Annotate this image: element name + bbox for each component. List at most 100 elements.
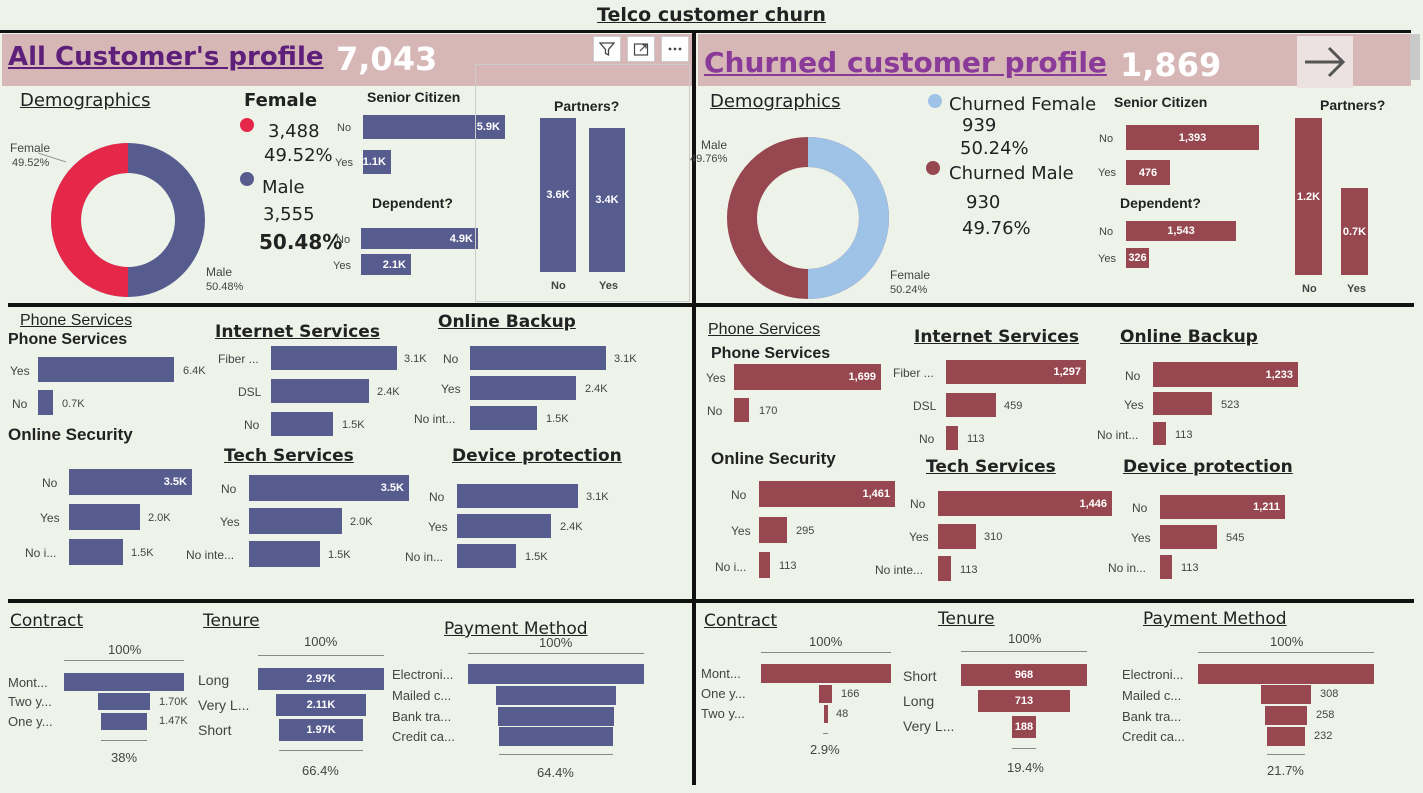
bar[interactable] — [734, 398, 749, 422]
bar[interactable]: 3.5K — [249, 475, 409, 501]
bar[interactable]: 3.5K — [69, 469, 192, 495]
bar[interactable] — [1153, 392, 1212, 415]
bar[interactable]: 4.9K — [361, 228, 478, 249]
bar[interactable]: 3.4K — [589, 128, 625, 272]
bar[interactable] — [271, 379, 369, 403]
bar[interactable]: 0.7K — [1341, 188, 1368, 275]
bar[interactable]: 1,699 — [734, 364, 881, 390]
funnel-bar[interactable] — [496, 686, 616, 705]
bar[interactable] — [1160, 525, 1217, 549]
funnel-bar[interactable]: 713 — [978, 690, 1070, 712]
bar[interactable]: 5.9K — [363, 115, 505, 139]
bar[interactable] — [938, 524, 976, 549]
bar[interactable]: 476 — [1126, 160, 1170, 185]
bar-label: No — [910, 497, 926, 511]
bar-label: Yes — [40, 511, 60, 525]
funnel-bar[interactable] — [499, 727, 613, 746]
funnel-bar[interactable] — [1267, 727, 1305, 746]
churned-male-count: 930 — [966, 192, 1001, 213]
left-banner-title[interactable]: All Customer's profile — [8, 42, 324, 72]
donut-male-pct: 49.76% — [690, 153, 728, 165]
funnel-bar[interactable]: 2.11K — [276, 694, 366, 716]
payment-top-pct: 100% — [1270, 634, 1304, 649]
funnel-bar[interactable] — [819, 685, 832, 703]
funnel-label: Mont... — [8, 675, 48, 690]
bar[interactable]: 1,461 — [759, 481, 895, 507]
funnel-bar[interactable] — [1198, 664, 1374, 684]
bar-label: Yes — [335, 157, 353, 169]
funnel-guide — [761, 652, 891, 653]
funnel-bar[interactable]: 968 — [961, 664, 1087, 686]
funnel-bar[interactable] — [64, 673, 184, 691]
donut-female-slice — [807, 137, 889, 299]
funnel-bar[interactable] — [824, 705, 828, 723]
bar[interactable] — [457, 514, 551, 538]
bar[interactable] — [38, 357, 174, 382]
funnel-bar[interactable] — [468, 664, 644, 684]
scrollbar[interactable] — [1410, 34, 1420, 80]
filter-icon[interactable] — [593, 36, 621, 62]
bar[interactable]: 2.1K — [361, 254, 411, 275]
bar-label: Yes — [441, 382, 461, 396]
bar[interactable]: 1,211 — [1160, 495, 1285, 519]
donut-male-label: Male — [701, 138, 728, 152]
funnel-label: One y... — [8, 714, 53, 729]
funnel-bar[interactable] — [1261, 685, 1311, 704]
funnel-bar[interactable] — [101, 713, 147, 730]
bar[interactable]: 1.2K — [1295, 118, 1322, 275]
funnel-bar[interactable] — [761, 664, 891, 683]
bar[interactable]: 3.6K — [540, 118, 576, 272]
bar[interactable] — [69, 504, 140, 530]
bar[interactable]: 1,543 — [1126, 221, 1236, 241]
bar[interactable] — [249, 508, 342, 534]
bar[interactable] — [938, 556, 951, 581]
divider — [8, 599, 1414, 603]
funnel-bar[interactable] — [98, 693, 150, 710]
bar[interactable] — [249, 541, 320, 567]
bar[interactable] — [946, 393, 996, 417]
bar[interactable] — [470, 406, 537, 430]
donut-female-pct: 50.24% — [890, 284, 928, 296]
bar-label: No — [12, 397, 28, 411]
bar-value: 459 — [1004, 400, 1023, 412]
left-tenure-title: Tenure — [203, 611, 260, 631]
right-tech-title: Tech Services — [926, 457, 1056, 477]
funnel-bar[interactable] — [1265, 706, 1307, 725]
bar[interactable] — [1153, 422, 1166, 445]
bar[interactable] — [271, 412, 333, 436]
funnel-bar[interactable]: 2.97K — [258, 668, 384, 690]
right-banner-title[interactable]: Churned customer profile — [704, 46, 1107, 79]
left-gender-donut[interactable] — [50, 142, 206, 298]
bar[interactable] — [457, 484, 578, 508]
bar[interactable] — [457, 544, 516, 568]
bar[interactable]: 1,233 — [1153, 362, 1298, 387]
bar[interactable] — [271, 346, 397, 370]
bar-label: DSL — [238, 385, 262, 399]
more-options-icon[interactable] — [661, 36, 689, 62]
arrow-right-icon[interactable] — [1297, 36, 1353, 88]
bar[interactable]: 1,446 — [938, 491, 1112, 516]
bar[interactable] — [1160, 555, 1172, 579]
bar[interactable] — [470, 346, 606, 370]
bar[interactable] — [759, 552, 770, 578]
churned-female-count: 939 — [962, 115, 997, 136]
left-internet-title: Internet Services — [215, 322, 380, 342]
bar[interactable] — [946, 426, 958, 450]
bar[interactable] — [470, 376, 576, 400]
funnel-bar[interactable]: 188 — [1012, 716, 1036, 738]
bar[interactable]: 326 — [1126, 248, 1149, 268]
bar[interactable] — [38, 390, 53, 415]
bar[interactable] — [69, 539, 123, 565]
bar[interactable] — [759, 517, 787, 543]
bar[interactable]: 1,297 — [946, 360, 1086, 384]
funnel-bar[interactable]: 1.97K — [279, 719, 363, 741]
funnel-bar[interactable] — [498, 707, 614, 726]
funnel-guide — [279, 750, 363, 751]
funnel-value: 308 — [1320, 688, 1339, 700]
bar[interactable]: 1.1K — [363, 150, 391, 174]
right-gender-donut[interactable] — [726, 136, 890, 300]
focus-mode-icon[interactable] — [627, 36, 655, 62]
churned-male-pct: 49.76% — [962, 218, 1031, 239]
bar[interactable]: 1,393 — [1126, 125, 1259, 150]
right-banner — [698, 34, 1411, 86]
